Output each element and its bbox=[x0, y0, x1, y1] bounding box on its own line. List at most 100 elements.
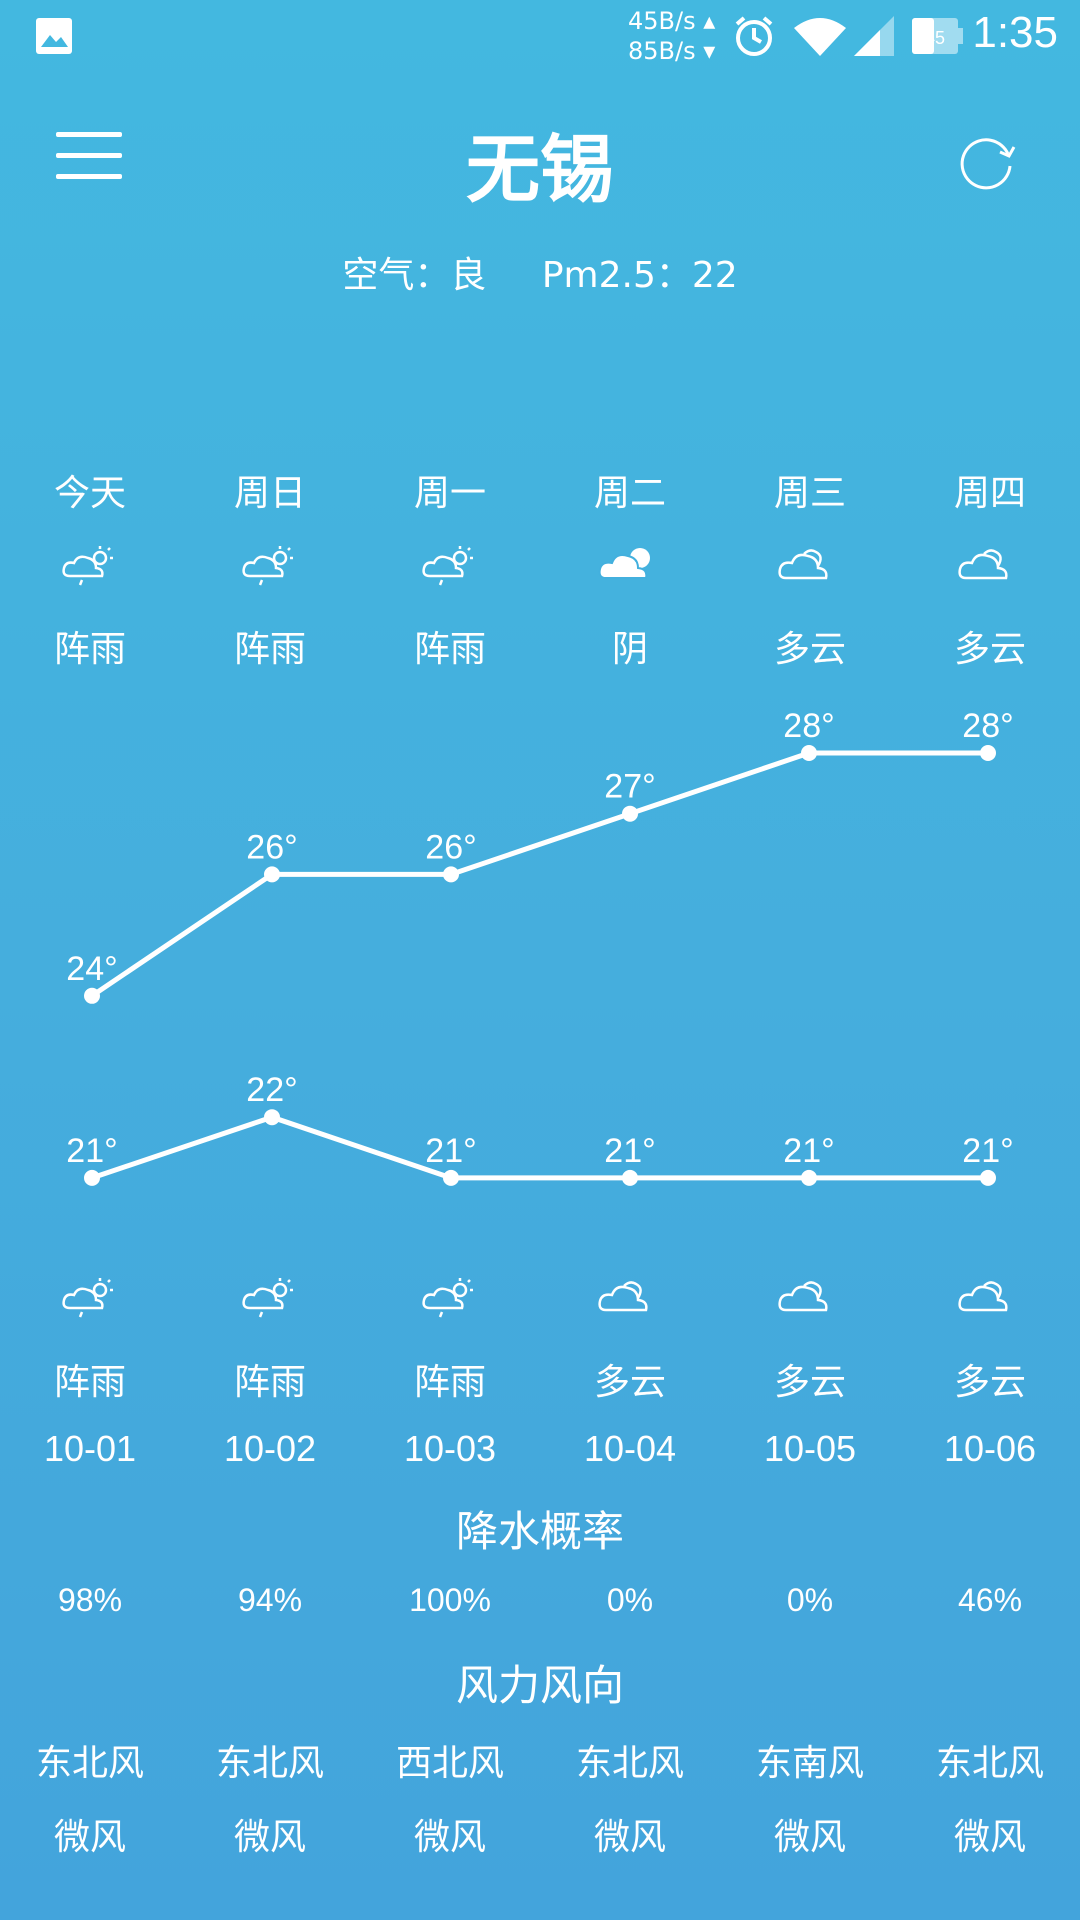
night-condition: 阵雨 bbox=[413, 1362, 486, 1403]
shower-icon bbox=[62, 1278, 113, 1318]
low-temp-label: 22° bbox=[246, 1071, 297, 1109]
cloudy-icon bbox=[778, 549, 828, 580]
night-icon-row bbox=[0, 1268, 1080, 1328]
menu-button[interactable] bbox=[56, 132, 122, 182]
wind-force: 微风 bbox=[953, 1817, 1026, 1858]
net-up-speed: 45B/s bbox=[628, 7, 696, 35]
wind-direction-row: 东北风 东北风 西北风 东北风 东南风 东北风 bbox=[0, 1734, 1080, 1794]
air-quality-label: 空气：良 bbox=[342, 255, 487, 296]
night-condition: 多云 bbox=[773, 1362, 846, 1403]
precip-probability: 0% bbox=[606, 1582, 654, 1618]
wind-direction: 东北风 bbox=[35, 1743, 144, 1784]
day-condition: 多云 bbox=[773, 629, 846, 670]
precip-row: 98% 94% 100% 0% 0% 46% bbox=[0, 1582, 1080, 1642]
wind-direction: 东北风 bbox=[935, 1743, 1044, 1784]
night-condition: 阵雨 bbox=[233, 1362, 306, 1403]
toolbar: 无锡 bbox=[0, 100, 1080, 220]
precip-probability: 46% bbox=[957, 1582, 1023, 1618]
refresh-icon bbox=[960, 138, 1016, 190]
low-temp-label: 21° bbox=[604, 1132, 655, 1170]
precip-probability: 0% bbox=[786, 1582, 834, 1618]
forecast-date: 10-01 bbox=[43, 1428, 137, 1469]
status-bar: 45B/s ▴ 85B/s ▾ 45 1:35 bbox=[0, 0, 1080, 74]
day-name: 周一 bbox=[413, 473, 486, 514]
cloudy-icon bbox=[598, 1281, 648, 1312]
wind-direction: 东北风 bbox=[215, 1743, 324, 1784]
cloudy-icon bbox=[778, 1281, 828, 1312]
high-temp-label: 26° bbox=[246, 828, 297, 866]
high-temp-label: 27° bbox=[604, 768, 655, 806]
day-condition: 阵雨 bbox=[233, 629, 306, 670]
low-temp-point bbox=[801, 1169, 817, 1186]
precip-probability: 100% bbox=[409, 1582, 491, 1618]
shower-icon bbox=[422, 546, 473, 586]
temperature-chart: 24° 26° 26° 27° 28° 28° 21° 22° 21° 21° 21° 21° bbox=[66, 707, 1014, 1186]
wind-force: 微风 bbox=[593, 1817, 666, 1858]
cloudy-icon bbox=[958, 549, 1008, 580]
night-condition: 多云 bbox=[593, 1362, 666, 1403]
forecast-date: 10-05 bbox=[763, 1428, 857, 1469]
date-row: 10-01 10-02 10-03 10-04 10-05 10-06 bbox=[0, 1428, 1080, 1488]
low-temp-point bbox=[84, 1169, 100, 1186]
wind-force: 微风 bbox=[233, 1817, 306, 1858]
shower-icon bbox=[242, 1278, 293, 1318]
wind-direction: 西北风 bbox=[395, 1743, 504, 1784]
wind-direction: 东北风 bbox=[575, 1743, 684, 1784]
city-title: 无锡 bbox=[466, 127, 614, 213]
day-icon-row bbox=[0, 536, 1080, 596]
low-temp-label: 21° bbox=[962, 1132, 1013, 1170]
high-temp-point bbox=[622, 805, 638, 822]
forecast-date: 10-04 bbox=[583, 1428, 677, 1469]
wifi-icon bbox=[794, 18, 846, 56]
day-name: 今天 bbox=[53, 473, 126, 514]
precip-probability: 94% bbox=[237, 1582, 303, 1618]
battery-level: 45 bbox=[925, 28, 945, 48]
day-condition: 多云 bbox=[953, 629, 1026, 670]
day-condition: 阵雨 bbox=[53, 629, 126, 670]
pm25-label: Pm2.5：22 bbox=[541, 255, 738, 296]
forecast-date: 10-06 bbox=[943, 1428, 1037, 1469]
night-condition: 多云 bbox=[953, 1362, 1026, 1403]
battery-icon: 45 bbox=[912, 18, 963, 54]
low-temp-line bbox=[91, 1114, 988, 1181]
high-temp-point bbox=[264, 866, 280, 883]
low-temp-label: 21° bbox=[425, 1132, 476, 1170]
high-temp-point bbox=[801, 745, 817, 761]
night-condition-row: 阵雨 阵雨 阵雨 多云 多云 多云 bbox=[0, 1353, 1080, 1413]
image-icon bbox=[36, 18, 72, 54]
high-temp-point bbox=[443, 866, 459, 883]
low-temp-point bbox=[264, 1109, 280, 1126]
alarm-icon bbox=[735, 16, 773, 56]
high-temp-label: 28° bbox=[962, 707, 1013, 745]
wind-direction: 东南风 bbox=[755, 1743, 864, 1784]
night-condition: 阵雨 bbox=[53, 1362, 126, 1403]
overcast-icon bbox=[598, 548, 650, 579]
high-temp-point bbox=[84, 987, 100, 1004]
day-name: 周三 bbox=[773, 473, 846, 514]
wind-force: 微风 bbox=[53, 1817, 126, 1858]
cloudy-icon bbox=[958, 1281, 1008, 1312]
status-time: 1:35 bbox=[972, 8, 1058, 57]
low-temp-point bbox=[980, 1169, 996, 1186]
shower-icon bbox=[62, 546, 113, 586]
low-temp-point bbox=[622, 1169, 638, 1186]
day-name-row: 今天 周日 周一 周二 周三 周四 bbox=[0, 464, 1080, 524]
wind-force-row: 微风 微风 微风 微风 微风 微风 bbox=[0, 1808, 1080, 1868]
refresh-button[interactable] bbox=[956, 128, 1020, 192]
net-down-speed: 85B/s bbox=[628, 37, 696, 65]
forecast-date: 10-02 bbox=[223, 1428, 317, 1469]
day-condition-row: 阵雨 阵雨 阵雨 阴 多云 多云 bbox=[0, 620, 1080, 680]
high-temp-label: 26° bbox=[425, 828, 476, 866]
high-temp-line bbox=[90, 750, 988, 998]
day-name: 周二 bbox=[593, 473, 666, 514]
day-condition: 阴 bbox=[611, 629, 648, 670]
air-quality: 空气：良 Pm2.5：22 bbox=[0, 246, 1080, 298]
day-condition: 阵雨 bbox=[413, 629, 486, 670]
low-temp-label: 21° bbox=[66, 1132, 117, 1170]
wind-force: 微风 bbox=[413, 1817, 486, 1858]
signal-icon bbox=[854, 16, 894, 56]
high-temp-label: 24° bbox=[66, 950, 117, 988]
shower-icon bbox=[422, 1278, 473, 1318]
day-name: 周四 bbox=[953, 473, 1026, 514]
day-name: 周日 bbox=[233, 473, 306, 514]
